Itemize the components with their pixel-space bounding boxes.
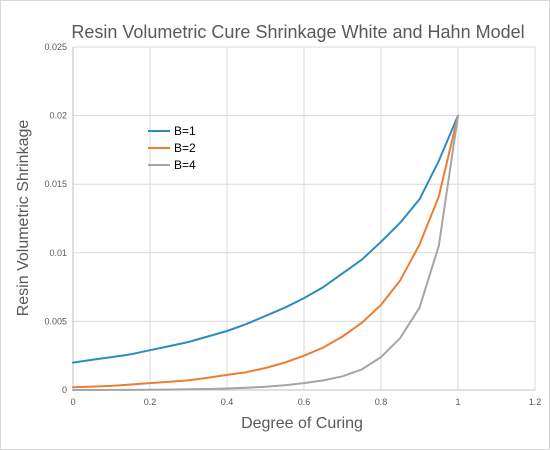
x-tick-label: 0.2 (144, 397, 157, 407)
y-tick-label: 0.005 (44, 316, 67, 326)
legend-entry: B=4 (174, 158, 196, 172)
y-tick-label: 0.02 (49, 111, 67, 121)
grid (73, 46, 536, 390)
series-lines (72, 114, 459, 391)
legend: B=1 B=2 B=4 (148, 124, 196, 172)
legend-entry: B=1 (174, 124, 196, 138)
x-tick-label: 1.2 (529, 397, 542, 407)
y-tick-label: 0.015 (44, 179, 67, 189)
y-tick-label: 0 (62, 385, 67, 395)
x-tick-label: 1 (455, 397, 460, 407)
x-tick-label: 0.8 (375, 397, 388, 407)
series-line-b1 (72, 114, 459, 364)
y-tick-label: 0.025 (44, 42, 67, 52)
x-tick-label: 0.6 (298, 397, 311, 407)
y-tick-labels: 0 0.005 0.01 0.015 0.02 0.025 (44, 42, 67, 395)
y-tick-label: 0.01 (49, 248, 67, 258)
series-line-b4 (72, 114, 459, 391)
x-tick-label: 0.4 (221, 397, 234, 407)
x-tick-labels: 0 0.2 0.4 0.6 0.8 1 1.2 (70, 397, 541, 407)
chart-title: Resin Volumetric Cure Shrinkage White an… (71, 22, 524, 42)
legend-entry: B=2 (174, 141, 196, 155)
x-tick-label: 0 (70, 397, 75, 407)
y-axis-title: Resin Volumetric Shrinkage (15, 120, 32, 317)
series-line-b2 (72, 114, 459, 389)
x-axis-title: Degree of Curing (241, 415, 363, 432)
